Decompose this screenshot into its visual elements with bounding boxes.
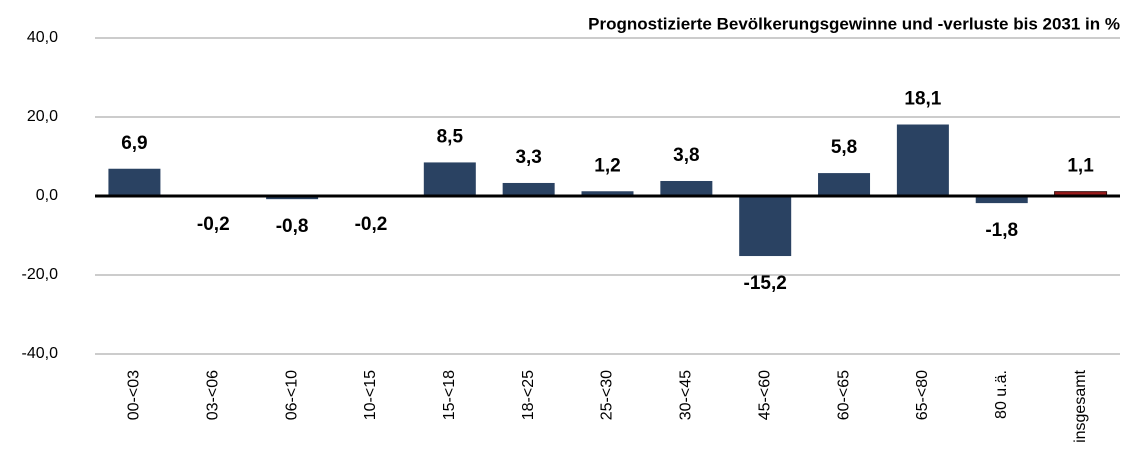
value-label: -0,8 [276, 216, 309, 237]
value-label: -1,8 [985, 220, 1018, 241]
bar [739, 196, 792, 257]
value-label: 3,8 [673, 145, 699, 166]
x-tick-label: 00-<03 [126, 370, 143, 420]
value-label: 6,9 [121, 133, 147, 154]
x-tick-label: 80 u.ä. [993, 370, 1010, 419]
value-label: 3,3 [515, 147, 541, 168]
x-tick-label: 65-<80 [914, 370, 931, 420]
bar [896, 124, 949, 196]
value-label: 5,8 [831, 137, 857, 158]
x-tick-label: 30-<45 [678, 370, 695, 420]
value-label: -0,2 [197, 214, 230, 235]
x-tick-label: 18-<25 [520, 370, 537, 420]
y-tick-label: -20,0 [22, 266, 59, 283]
bar [108, 168, 161, 196]
value-label: 18,1 [904, 89, 941, 110]
value-label: -15,2 [744, 273, 787, 294]
chart-title: Prognostizierte Bevölkerungsgewinne und … [588, 14, 1120, 33]
value-label: -0,2 [355, 214, 388, 235]
value-label: 1,2 [594, 155, 620, 176]
y-tick-label: 0,0 [36, 187, 58, 204]
bar [975, 196, 1028, 204]
x-tick-label: 06-<10 [283, 370, 300, 420]
y-tick-label: 20,0 [27, 108, 58, 125]
bar [581, 191, 634, 196]
x-tick-label: 25-<30 [599, 370, 616, 420]
bar [818, 173, 871, 196]
bar [423, 162, 476, 196]
x-tick-label: insgesamt [1072, 369, 1089, 442]
x-tick-label: 60-<65 [835, 370, 852, 420]
bar [266, 196, 319, 200]
x-tick-label: 10-<15 [362, 370, 379, 420]
bar [660, 180, 713, 196]
x-tick-label: 45-<60 [756, 370, 773, 420]
y-tick-label: -40,0 [22, 345, 59, 362]
value-label: 1,1 [1067, 156, 1094, 177]
x-tick-label: 03-<06 [204, 370, 221, 420]
value-label: 8,5 [437, 126, 464, 147]
x-tick-label: 15-<18 [441, 370, 458, 420]
bar [502, 182, 555, 196]
y-tick-label: 40,0 [27, 29, 58, 46]
